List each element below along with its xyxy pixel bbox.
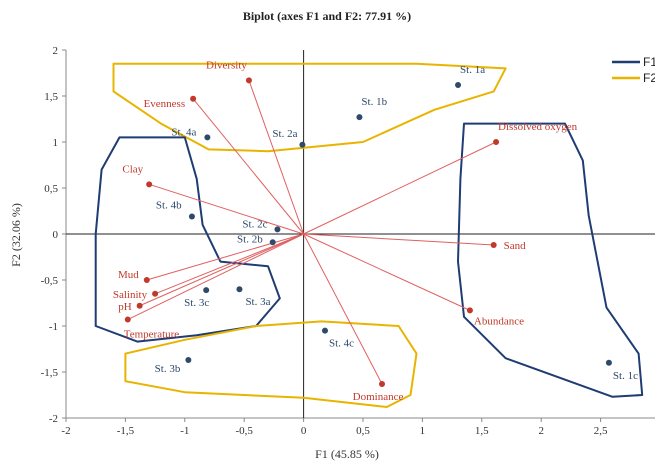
variable-label: Temperature xyxy=(124,329,180,341)
legend-label: F1 xyxy=(643,55,655,69)
station-label: St. 3a xyxy=(245,296,270,308)
variable-vector xyxy=(154,233,304,295)
station-label: St. 4c xyxy=(329,338,354,350)
variable-vector xyxy=(149,183,304,235)
variable-vectors: Diversity Evenness Dissolved oxygen Clay San… xyxy=(113,59,578,403)
variable-point xyxy=(493,139,500,145)
x-tick-label: 2,5 xyxy=(594,425,608,437)
group-outlines xyxy=(94,62,644,408)
variable-label: Salinity xyxy=(113,289,148,301)
station-point xyxy=(204,134,211,141)
variable-point xyxy=(146,181,153,188)
axes: -2 -1,5 -1 -0,5 0 0,5 1 1,5 2 2,5 2 1,5 1 0,5 0 -0,5 -1 -… xyxy=(41,45,655,437)
station-point xyxy=(356,114,363,121)
group-outline-yellow-top xyxy=(112,62,507,153)
station-label: St. 3b xyxy=(155,363,181,375)
station-point xyxy=(269,239,276,246)
variable-point xyxy=(124,316,131,323)
variable-vector xyxy=(192,98,304,235)
station-point xyxy=(274,226,281,233)
station-point xyxy=(188,213,195,220)
variable-label: Sand xyxy=(504,240,527,252)
x-tick-label: 2 xyxy=(538,425,544,437)
y-tick-label: 2 xyxy=(53,45,59,57)
y-tick-label: 1 xyxy=(53,137,59,149)
y-tick-label: 0 xyxy=(53,229,59,241)
station-label: St. 1b xyxy=(361,96,387,108)
station-label: St. 1a xyxy=(460,64,485,76)
y-tick-label: -0,5 xyxy=(41,275,59,287)
variable-label: Clay xyxy=(122,163,143,175)
variable-vector xyxy=(303,233,471,311)
y-tick-label: 1,5 xyxy=(44,91,58,103)
variable-vector xyxy=(303,141,497,235)
variable-label: Mud xyxy=(118,269,139,281)
variable-vector xyxy=(127,233,304,321)
variable-label: Diversity xyxy=(206,59,247,71)
variable-point xyxy=(143,277,150,283)
x-tick-label: 1,5 xyxy=(475,425,489,437)
variable-label: pH xyxy=(118,301,132,313)
station-points: St. 1a St. 1b St. 1c St. 2a St. 2b St. 2c St. … xyxy=(155,64,638,382)
station-label: St. 3c xyxy=(184,297,209,309)
variable-point xyxy=(245,77,252,84)
x-tick-label: -1,5 xyxy=(117,425,135,437)
variable-label: Evenness xyxy=(144,98,186,110)
variable-point xyxy=(152,290,159,297)
variable-point xyxy=(190,95,197,102)
y-axis-label: F2 (32.06 %) xyxy=(9,203,23,267)
variable-label: Abundance xyxy=(474,315,524,327)
variable-point xyxy=(136,302,143,309)
station-point xyxy=(299,141,306,148)
variable-label: Dominance xyxy=(353,391,404,403)
y-tick-label: -2 xyxy=(49,413,58,425)
x-tick-label: 0,5 xyxy=(356,425,370,437)
station-label: St. 2c xyxy=(242,218,267,230)
station-point xyxy=(605,359,612,366)
x-tick-label: -2 xyxy=(61,425,70,437)
group-outline-blue-right xyxy=(457,122,644,398)
variable-vector xyxy=(303,233,383,385)
station-label: St. 1c xyxy=(613,370,638,382)
x-tick-label: 0 xyxy=(301,425,307,437)
x-tick-label: -1 xyxy=(180,425,189,437)
group-outline-blue-left xyxy=(94,136,281,343)
station-point xyxy=(236,286,243,293)
station-point xyxy=(321,327,328,334)
y-tick-label: 0,5 xyxy=(44,183,58,195)
chart-title: Biplot (axes F1 and F2: 77.91 %) xyxy=(243,9,411,23)
station-point xyxy=(203,287,210,294)
variable-vector xyxy=(146,233,304,281)
variable-point xyxy=(379,380,386,387)
x-tick-label: -0,5 xyxy=(235,425,253,437)
variable-point xyxy=(490,242,497,249)
x-tick-label: 1 xyxy=(420,425,426,437)
variable-vector xyxy=(303,233,494,246)
variable-point xyxy=(466,307,473,314)
station-point xyxy=(185,357,192,364)
station-label: St. 4b xyxy=(156,200,182,212)
station-point xyxy=(455,81,462,88)
y-tick-label: -1 xyxy=(49,321,58,333)
variable-label: Dissolved oxygen xyxy=(498,121,578,133)
station-label: St. 4a xyxy=(171,126,196,138)
variable-vector xyxy=(248,80,305,235)
variable-vector xyxy=(139,233,304,307)
legend-label: F2 xyxy=(643,71,655,85)
y-tick-label: -1,5 xyxy=(41,367,59,379)
station-label: St. 2a xyxy=(272,128,297,140)
group-outline-yellow-bottom xyxy=(124,320,418,408)
station-label: St. 2b xyxy=(237,233,263,245)
x-axis-label: F1 (45.85 %) xyxy=(315,447,379,461)
